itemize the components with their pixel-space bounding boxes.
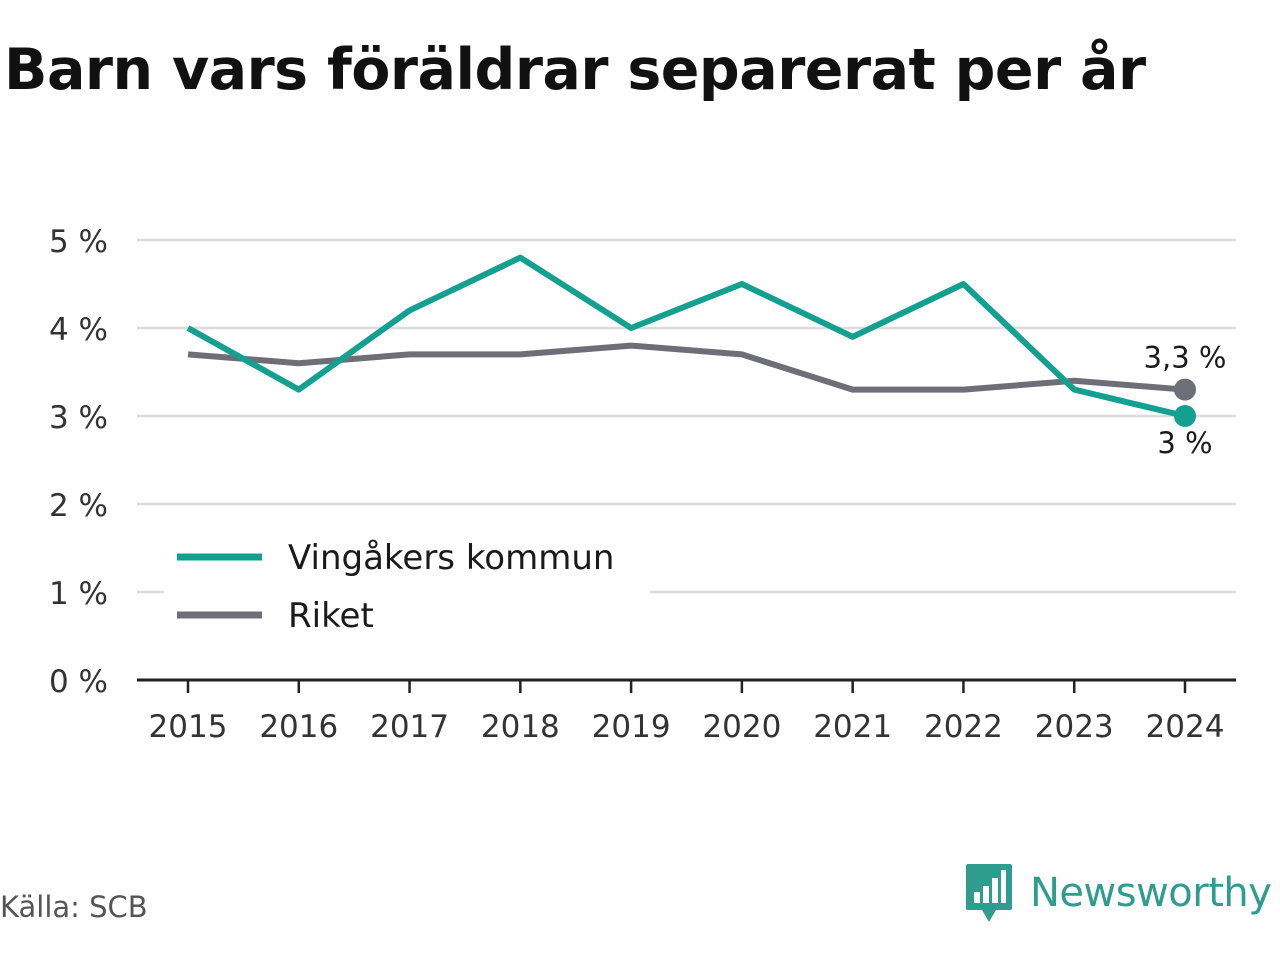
end-labels: 3 % 3,3 % [1144, 341, 1227, 460]
x-tick-label: 2018 [481, 709, 560, 745]
newsworthy-logo-icon [966, 864, 1012, 922]
x-tick-label: 2016 [259, 709, 338, 745]
x-tick-label: 2024 [1146, 709, 1225, 745]
y-tick-label: 3 % [49, 400, 108, 436]
y-tick-label: 4 % [49, 312, 108, 348]
y-tick-label: 5 % [49, 224, 108, 260]
end-value-label: 3,3 % [1144, 341, 1227, 375]
series-lines [186, 254, 1196, 427]
y-tick-label: 1 % [49, 576, 108, 612]
x-axis: 2015 2016 2017 2018 2019 2020 2021 2022 2023 2024 [137, 678, 1236, 745]
y-tick-label: 0 % [49, 664, 108, 700]
chart-title: Barn vars föräldrar separerat per år [4, 37, 1146, 103]
legend-background [164, 528, 650, 640]
x-tick-label: 2021 [813, 709, 892, 745]
end-value-label: 3 % [1157, 426, 1212, 460]
series-line [187, 342, 1186, 393]
x-tick-label: 2015 [149, 709, 228, 745]
brand-name: Newsworthy [1030, 870, 1272, 916]
x-tick-label: 2023 [1035, 709, 1114, 745]
legend-label: Vingåkers kommun [288, 538, 614, 578]
x-tick-label: 2022 [924, 709, 1003, 745]
brand-logo: Newsworthy [964, 862, 1272, 924]
x-tick-label: 2019 [592, 709, 671, 745]
legend: Vingåkers kommun Riket [164, 528, 650, 640]
x-tick-label: 2020 [702, 709, 781, 745]
series-end-marker [1174, 378, 1196, 401]
y-tick-label: 2 % [49, 488, 108, 524]
legend-label: Riket [288, 596, 374, 636]
source-note: Källa: SCB [0, 890, 148, 924]
y-axis-ticks: 0 % 1 % 2 % 3 % 4 % 5 % [49, 224, 108, 700]
x-tick-label: 2017 [370, 709, 449, 745]
series-line [186, 254, 1186, 419]
series-end-marker [1174, 405, 1196, 427]
